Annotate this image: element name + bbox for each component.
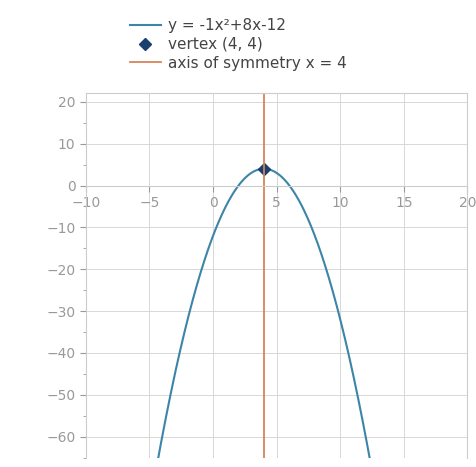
y = -1x²+8x-12 [268, 168, 274, 173]
Legend: y = -1x²+8x-12, vertex (4, 4), axis of symmetry x = 4: y = -1x²+8x-12, vertex (4, 4), axis of s… [130, 18, 346, 71]
y = -1x²+8x-12 [258, 166, 264, 172]
y = -1x²+8x-12 [260, 166, 266, 171]
axis of symmetry x = 4 [260, 178, 266, 184]
axis of symmetry x = 4 [260, 183, 266, 188]
Line: y = -1x²+8x-12: y = -1x²+8x-12 [86, 169, 466, 467]
